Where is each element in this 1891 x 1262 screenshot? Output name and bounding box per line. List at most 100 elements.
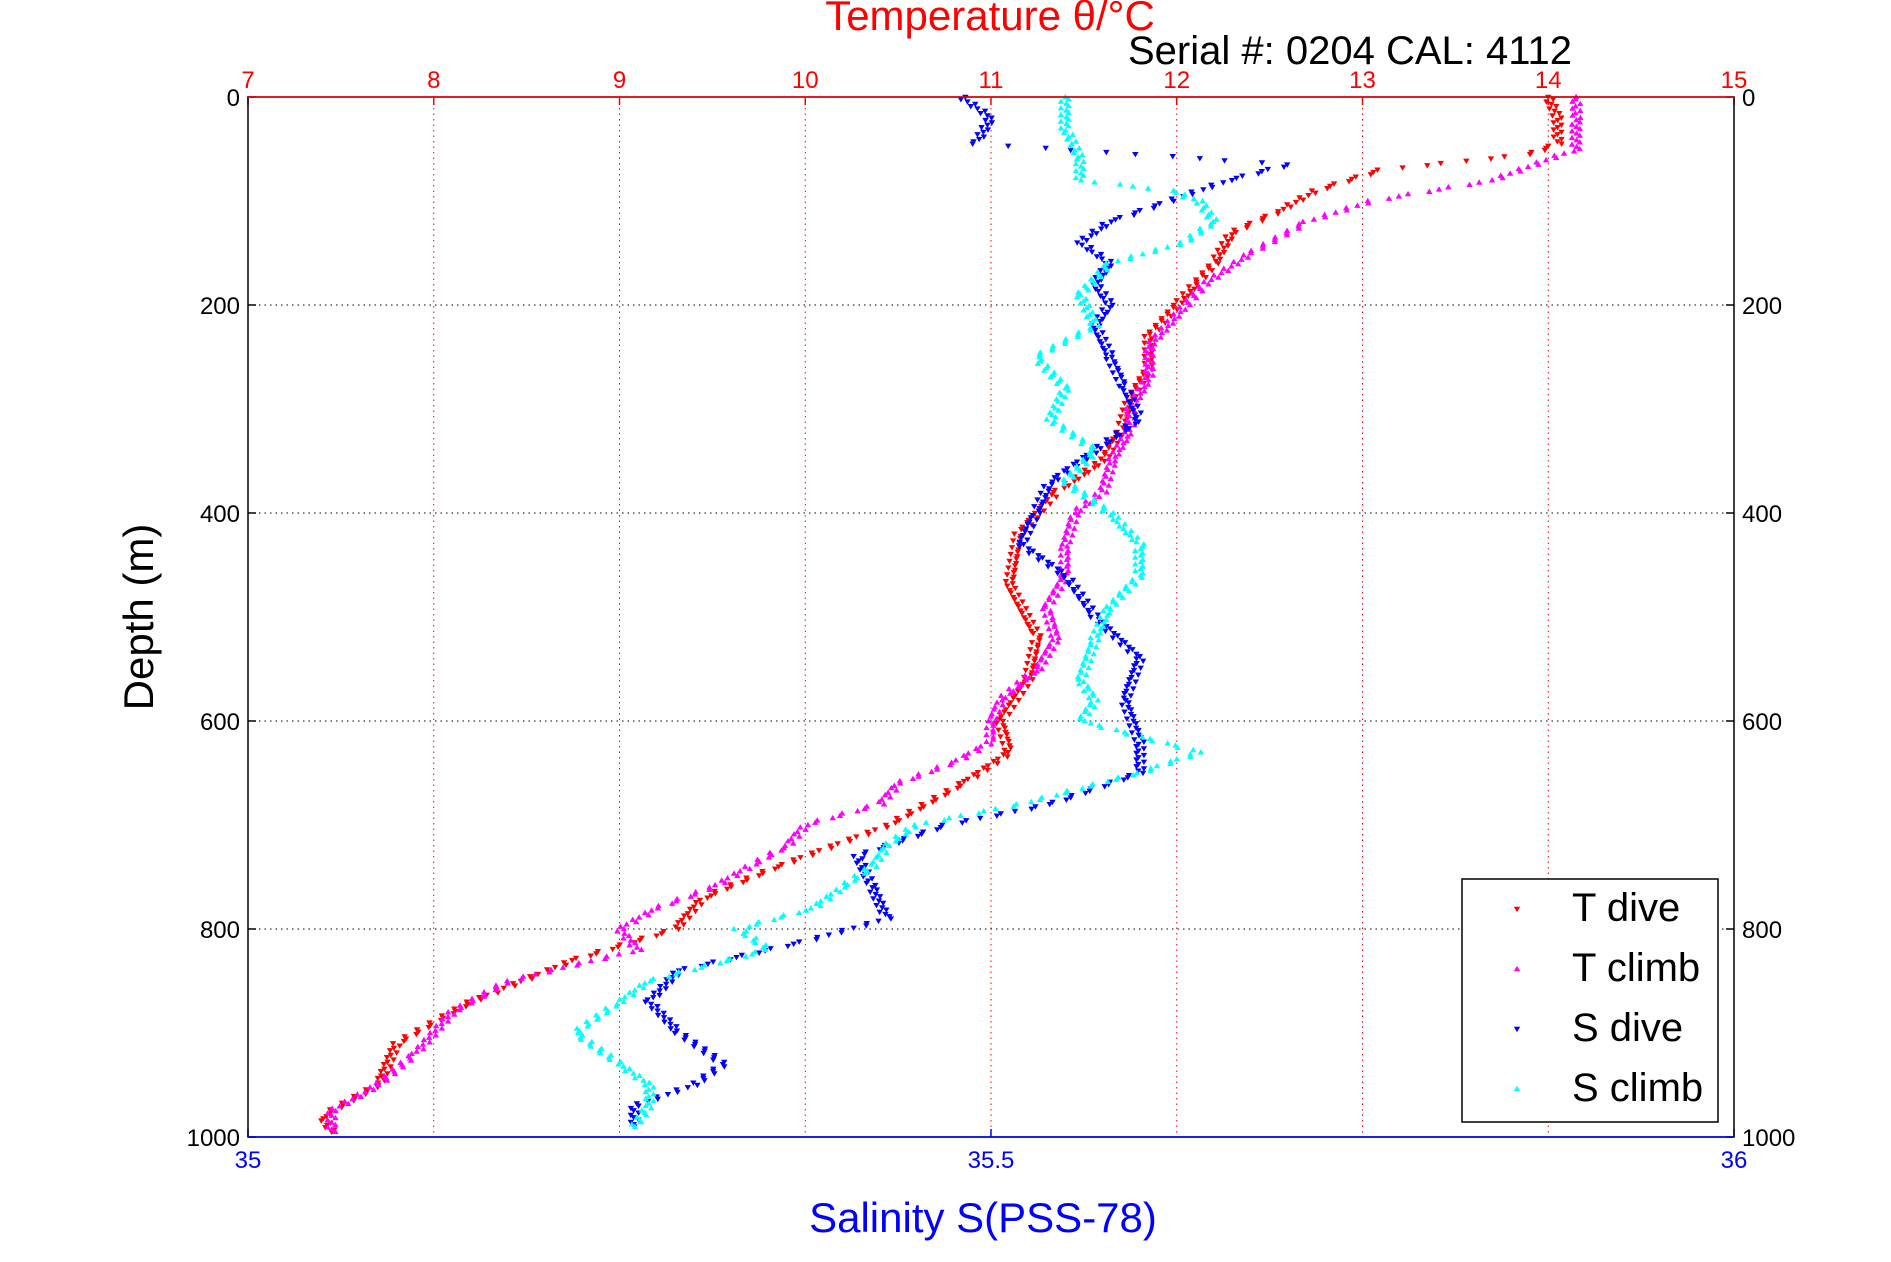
marker-s-climb — [957, 812, 964, 818]
marker-t-climb — [1164, 322, 1172, 329]
marker-t-climb — [1568, 121, 1576, 127]
marker-s-dive — [1112, 217, 1119, 223]
marker-t-dive — [1158, 318, 1165, 324]
marker-s-dive — [1048, 562, 1056, 568]
marker-s-climb — [1057, 125, 1065, 131]
marker-s-climb — [1147, 765, 1155, 771]
marker-t-climb — [332, 1121, 339, 1128]
marker-t-climb — [1145, 370, 1152, 376]
marker-t-climb — [439, 1015, 446, 1022]
marker-t-dive — [1121, 400, 1128, 407]
marker-s-dive — [1156, 201, 1163, 207]
marker-s-dive — [627, 1119, 634, 1126]
marker-t-dive — [696, 897, 704, 904]
marker-t-climb — [419, 1041, 427, 1047]
marker-t-climb — [332, 1114, 339, 1121]
marker-t-climb — [1395, 193, 1403, 199]
legend-label: S climb — [1572, 1066, 1703, 1110]
marker-t-dive — [1205, 265, 1212, 272]
marker-t-climb — [621, 930, 628, 936]
marker-s-dive — [1037, 490, 1044, 497]
marker-s-dive — [1228, 177, 1236, 184]
marker-t-climb — [433, 1022, 440, 1029]
legend-label: T dive — [1572, 886, 1680, 930]
marker-s-dive — [1101, 348, 1109, 354]
marker-s-climb — [1110, 509, 1117, 516]
marker-t-climb — [397, 1059, 404, 1065]
marker-s-dive — [1121, 709, 1128, 715]
marker-t-dive — [534, 971, 542, 978]
marker-s-dive — [1093, 231, 1100, 237]
marker-s-dive — [1129, 647, 1136, 653]
marker-s-dive — [1021, 528, 1028, 535]
marker-t-climb — [1225, 267, 1232, 274]
marker-s-climb — [1087, 699, 1094, 705]
marker-t-climb — [1576, 125, 1584, 132]
marker-s-climb — [1063, 107, 1070, 113]
marker-t-climb — [1183, 297, 1190, 303]
marker-t-dive — [1550, 127, 1557, 133]
temperature-tick-label: 10 — [792, 67, 819, 94]
marker-t-dive — [895, 818, 903, 824]
marker-s-dive — [1088, 233, 1095, 239]
marker-s-climb — [1082, 706, 1089, 712]
marker-s-dive — [1039, 555, 1046, 561]
marker-s-climb — [941, 817, 948, 823]
marker-t-climb — [432, 1027, 439, 1033]
marker-s-climb — [1053, 396, 1060, 402]
marker-s-climb — [1196, 225, 1204, 231]
marker-t-climb — [734, 872, 741, 879]
marker-s-climb — [620, 1063, 627, 1069]
marker-t-dive — [568, 957, 576, 964]
marker-s-dive — [1123, 394, 1131, 401]
marker-s-dive — [1137, 665, 1144, 672]
marker-t-climb — [629, 916, 636, 922]
marker-s-climb — [1139, 569, 1147, 576]
marker-s-climb — [1103, 616, 1110, 623]
marker-s-climb — [1164, 244, 1171, 250]
marker-t-dive — [1095, 463, 1102, 469]
marker-s-climb — [641, 980, 649, 986]
marker-t-climb — [632, 939, 639, 946]
marker-s-dive — [1034, 497, 1041, 503]
marker-t-dive — [1030, 619, 1037, 626]
salinity-tick-label: 36 — [1721, 1147, 1748, 1174]
marker-s-climb — [1092, 643, 1100, 650]
marker-t-climb — [444, 1013, 452, 1020]
marker-s-dive — [1102, 628, 1109, 635]
marker-s-dive — [1116, 383, 1123, 390]
marker-s-climb — [1062, 127, 1069, 133]
marker-t-dive — [993, 720, 1000, 727]
marker-s-dive — [1093, 254, 1101, 260]
salinity-tick-label: 35.5 — [968, 1147, 1015, 1174]
marker-s-climb — [1074, 153, 1082, 160]
marker-t-dive — [389, 1041, 397, 1047]
marker-s-climb — [1044, 362, 1051, 369]
marker-s-dive — [1140, 739, 1148, 745]
marker-s-climb — [641, 1081, 649, 1088]
marker-s-dive — [648, 1006, 655, 1012]
marker-t-dive — [846, 838, 854, 845]
marker-s-dive — [1024, 521, 1031, 528]
marker-s-dive — [1036, 510, 1044, 517]
marker-s-dive — [1140, 746, 1148, 752]
marker-t-climb — [933, 764, 941, 770]
marker-s-dive — [1150, 205, 1158, 212]
marker-s-climb — [1170, 187, 1177, 193]
marker-t-climb — [983, 724, 990, 731]
marker-t-dive — [1541, 147, 1549, 154]
marker-s-climb — [583, 1018, 590, 1025]
marker-t-climb — [1130, 392, 1138, 398]
marker-s-dive — [1027, 515, 1035, 521]
marker-t-climb — [1002, 694, 1009, 701]
marker-t-dive — [1220, 245, 1228, 251]
marker-s-climb — [1089, 690, 1097, 696]
marker-t-climb — [1169, 320, 1177, 326]
marker-s-climb — [1077, 163, 1085, 169]
marker-t-dive — [791, 859, 798, 866]
marker-t-climb — [1112, 453, 1119, 459]
marker-s-climb — [1114, 774, 1122, 780]
marker-s-dive — [1135, 419, 1142, 425]
marker-t-dive — [1046, 501, 1054, 507]
marker-s-dive — [1096, 318, 1104, 325]
